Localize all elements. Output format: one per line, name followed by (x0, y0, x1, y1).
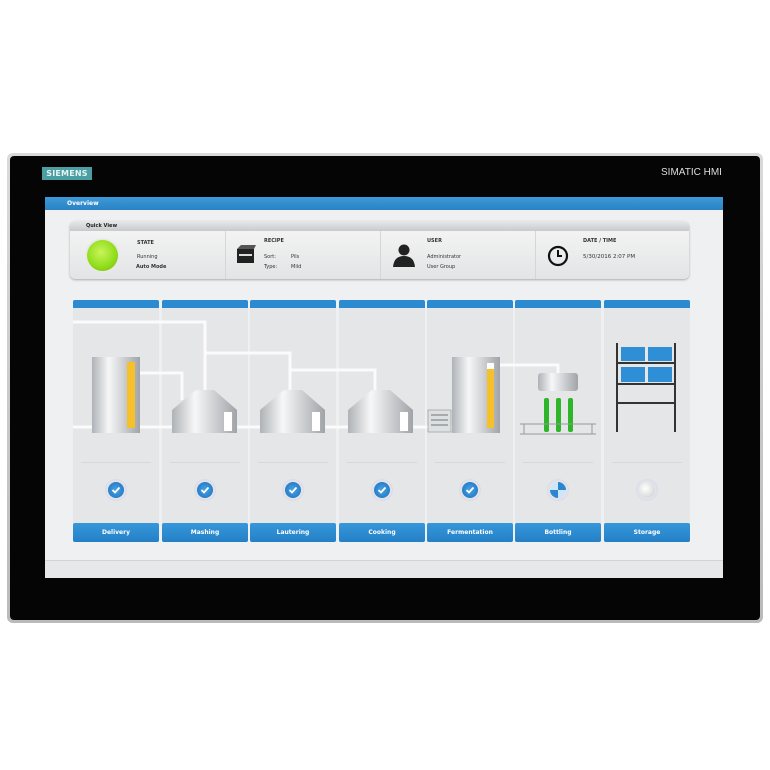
divider (81, 462, 151, 463)
step-status[interactable] (371, 479, 393, 501)
model-label: SIMATIC HMI (661, 167, 722, 178)
column-header (162, 300, 248, 308)
in-progress-icon (550, 482, 566, 498)
recipe-sort-value: Pils (291, 254, 300, 260)
step-button[interactable]: Lautering (250, 523, 336, 542)
check-icon (374, 482, 390, 498)
step-button[interactable]: Bottling (515, 523, 601, 542)
column-header (427, 300, 513, 308)
divider (347, 462, 417, 463)
user-name: Administrator (427, 254, 462, 260)
footer-bar (45, 560, 723, 578)
quick-view-panel: Quick View STATE Running Auto Mode RECIP… (70, 221, 689, 279)
state-status: Running (137, 254, 158, 260)
step-button[interactable]: Delivery (73, 523, 159, 542)
divider (612, 462, 682, 463)
step-button[interactable]: Storage (604, 523, 690, 542)
state-cell[interactable]: STATE Running Auto Mode (70, 231, 225, 279)
user-cell[interactable]: USER Administrator User Group (380, 231, 535, 279)
process-column-cooking: Cooking (339, 300, 425, 542)
datetime-value: 5/30/2016 2:07 PM (583, 254, 636, 260)
process-column-mashing: Mashing (162, 300, 248, 542)
state-label: STATE (137, 240, 154, 246)
state-indicator-icon (87, 240, 118, 271)
datetime-label: DATE / TIME (583, 238, 617, 244)
column-header (250, 300, 336, 308)
recipe-cell[interactable]: RECIPE Sort: Pils Type: Mild (225, 231, 380, 279)
step-status[interactable] (282, 479, 304, 501)
process-column-bottling: Bottling (515, 300, 601, 542)
datetime-cell[interactable]: DATE / TIME 5/30/2016 2:07 PM (535, 231, 689, 279)
divider (170, 462, 240, 463)
step-button[interactable]: Mashing (162, 523, 248, 542)
recipe-label: RECIPE (264, 238, 284, 244)
user-group: User Group (427, 264, 456, 270)
title-bar: Overview (45, 197, 723, 210)
column-header (73, 300, 159, 308)
idle-icon (639, 482, 655, 498)
step-button[interactable]: Fermentation (427, 523, 513, 542)
process-column-storage: Storage (604, 300, 690, 542)
step-status[interactable] (105, 479, 127, 501)
clock-icon (547, 245, 569, 267)
recipe-type-label: Type: (264, 264, 278, 270)
process-column-delivery: Delivery (73, 300, 159, 542)
check-icon (108, 482, 124, 498)
check-icon (462, 482, 478, 498)
check-icon (197, 482, 213, 498)
step-button[interactable]: Cooking (339, 523, 425, 542)
quick-view-title: Quick View (70, 221, 689, 231)
step-status[interactable] (547, 479, 569, 501)
check-icon (285, 482, 301, 498)
process-column-lautering: Lautering (250, 300, 336, 542)
user-label: USER (427, 238, 442, 244)
recipe-sort-label: Sort: (264, 254, 276, 260)
process-column-fermentation: Fermentation (427, 300, 513, 542)
column-header (515, 300, 601, 308)
column-header (604, 300, 690, 308)
divider (523, 462, 593, 463)
recipe-type-value: Mild (291, 264, 302, 270)
step-status[interactable] (459, 479, 481, 501)
user-icon (393, 244, 415, 267)
page-title: Overview (67, 200, 99, 207)
step-status[interactable] (636, 479, 658, 501)
divider (258, 462, 328, 463)
siemens-logo: SIEMENS (42, 167, 92, 180)
recipe-box-icon (237, 245, 256, 263)
state-mode: Auto Mode (136, 264, 167, 270)
divider (435, 462, 505, 463)
step-status[interactable] (194, 479, 216, 501)
column-header (339, 300, 425, 308)
